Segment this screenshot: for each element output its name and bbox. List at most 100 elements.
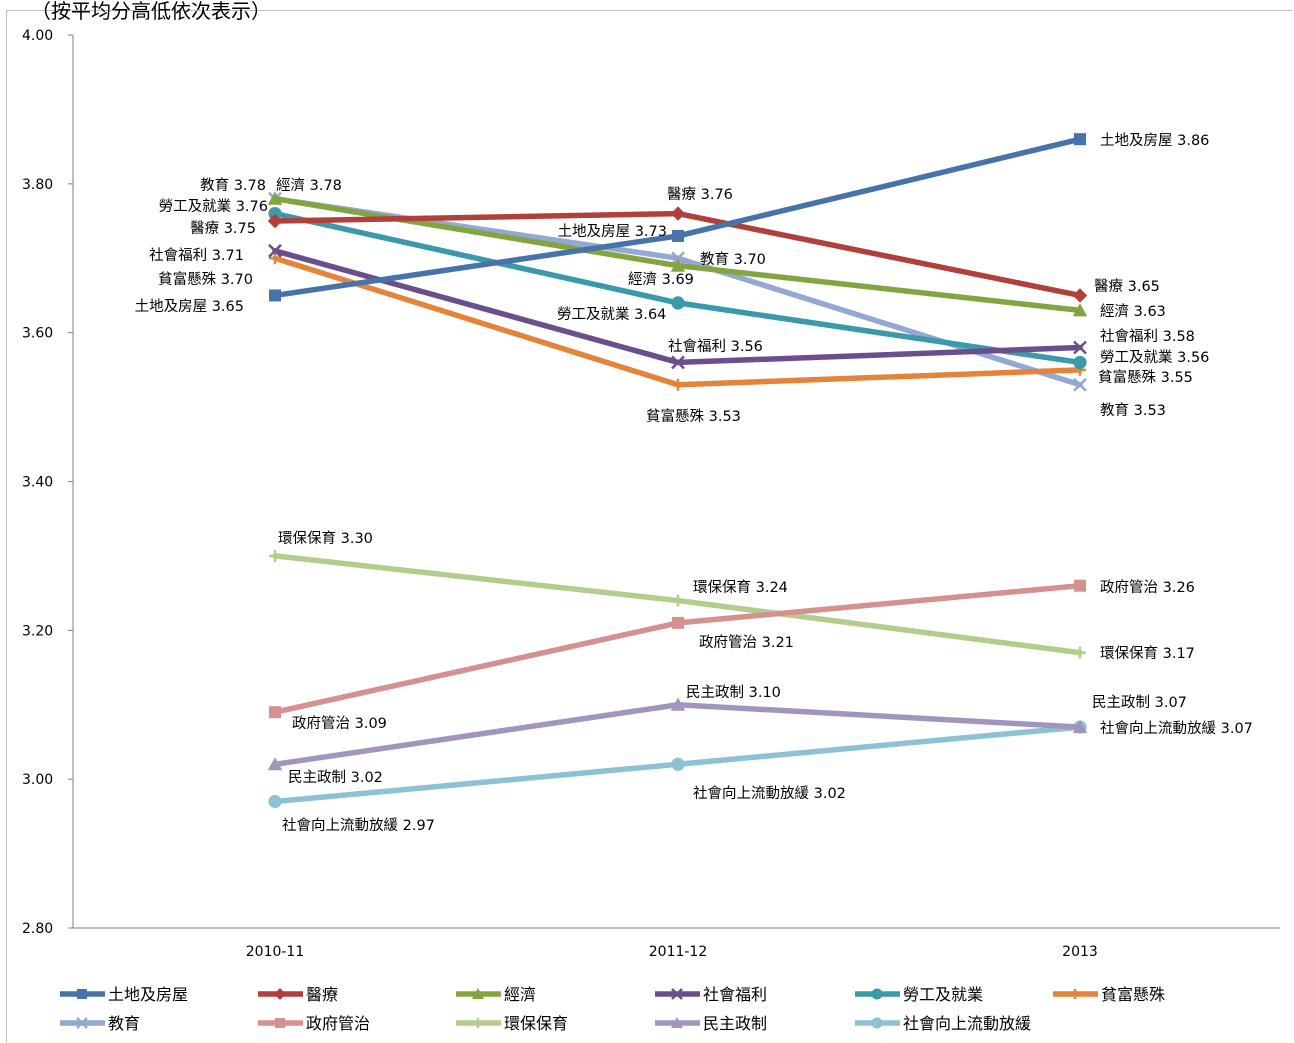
data-point <box>269 706 281 719</box>
data-label: 經濟 3.78 <box>276 177 342 194</box>
marker-triangle <box>1072 719 1088 734</box>
legend-item: 社會向上流動放緩 <box>855 1014 1031 1033</box>
legend-item: 政府管治 <box>258 1014 370 1033</box>
marker-triangle <box>671 1017 683 1028</box>
marker-x-stroke <box>1073 377 1087 392</box>
data-point <box>1073 340 1087 355</box>
legend-item: 土地及房屋 <box>60 985 188 1004</box>
data-label: 環保保育 3.24 <box>693 579 788 596</box>
legend-marker <box>671 988 683 1000</box>
data-label: 土地及房屋 3.65 <box>135 298 244 315</box>
data-label: 教育 3.70 <box>700 251 766 268</box>
legend-label: 環保保育 <box>504 1014 568 1033</box>
marker-circle <box>671 757 685 771</box>
marker-square <box>672 616 684 629</box>
data-point <box>267 191 283 205</box>
data-point <box>1072 719 1088 734</box>
x-tick-label: 2011-12 <box>649 944 708 960</box>
data-label: 貧富懸殊 3.55 <box>1098 368 1193 386</box>
legend-marker <box>871 1017 883 1029</box>
data-label: 社會向上流動放緩 3.07 <box>1100 720 1253 737</box>
marker-triangle <box>267 757 283 771</box>
data-point <box>268 207 282 221</box>
marker-x-stroke <box>268 243 282 258</box>
y-tick-label: 4.00 <box>22 28 53 44</box>
chart-note: （按平均分高低依次表示） <box>31 0 271 23</box>
legend-label: 貧富懸殊 <box>1101 985 1165 1004</box>
data-point <box>671 296 685 310</box>
x-tick-label: 2013 <box>1062 944 1098 960</box>
y-tick-label: 3.80 <box>22 177 53 193</box>
y-tick-label: 3.20 <box>22 623 53 639</box>
chart-frame: （按平均分高低依次表示） <box>6 0 1293 1042</box>
legend-item: 民主政制 <box>655 1014 767 1033</box>
legend-marker <box>871 988 883 1000</box>
marker-diamond <box>267 213 283 229</box>
marker-square <box>269 706 281 719</box>
marker-x-stroke <box>1073 340 1087 355</box>
data-point <box>672 616 684 629</box>
data-label: 民主政制 3.10 <box>686 684 781 701</box>
data-label: 政府管治 3.26 <box>1100 579 1195 596</box>
data-point <box>1074 579 1086 592</box>
data-point <box>268 243 282 258</box>
series-line <box>272 702 1083 768</box>
data-label: 經濟 3.69 <box>628 271 694 288</box>
legend-item: 醫療 <box>258 985 338 1004</box>
legend-marker <box>274 988 286 1000</box>
data-label: 環保保育 3.17 <box>1100 645 1195 662</box>
data-label: 貧富懸殊 3.70 <box>158 270 253 288</box>
marker-square <box>269 289 281 302</box>
data-label: 社會福利 3.56 <box>668 338 763 355</box>
marker-diamond <box>1072 288 1088 303</box>
legend-marker <box>473 1018 483 1028</box>
marker-triangle <box>670 258 686 272</box>
marker-diamond <box>670 206 686 221</box>
marker-triangle <box>1072 303 1088 317</box>
marker-circle <box>268 794 282 809</box>
legend-label: 土地及房屋 <box>108 985 188 1004</box>
data-label: 教育 3.78 <box>200 177 266 194</box>
marker-circle <box>1073 355 1087 370</box>
data-point <box>671 355 685 370</box>
data-point <box>671 757 685 771</box>
marker-square <box>77 989 87 999</box>
data-label: 社會福利 3.58 <box>1100 328 1195 345</box>
data-label: 土地及房屋 3.86 <box>1100 132 1209 149</box>
marker-triangle <box>670 697 686 711</box>
marker-triangle <box>472 988 484 999</box>
marker-circle <box>671 296 685 310</box>
legend-item: 經濟 <box>456 985 536 1004</box>
marker-square <box>1074 579 1086 592</box>
legend-marker <box>77 989 87 999</box>
data-point <box>672 594 684 607</box>
data-point <box>1074 646 1086 659</box>
marker-circle <box>268 207 282 221</box>
marker-square <box>275 1018 285 1028</box>
data-point <box>1072 303 1088 317</box>
data-point <box>269 252 281 265</box>
data-label: 醫療 3.75 <box>190 220 256 237</box>
legend-label: 教育 <box>108 1014 140 1033</box>
data-label: 醫療 3.65 <box>1094 278 1160 295</box>
data-point <box>670 258 686 272</box>
data-point <box>670 697 686 711</box>
data-label: 政府管治 3.21 <box>699 634 794 651</box>
marker-square <box>672 229 684 242</box>
legend-label: 醫療 <box>306 985 338 1004</box>
legend-item: 社會福利 <box>655 985 767 1004</box>
legend-label: 社會向上流動放緩 <box>903 1014 1031 1033</box>
legend-label: 社會福利 <box>703 985 767 1004</box>
data-label: 民主政制 3.07 <box>1092 694 1187 711</box>
legend-marker <box>671 1017 683 1028</box>
data-point <box>267 757 283 771</box>
data-point <box>1072 288 1088 303</box>
legend-marker <box>1070 989 1080 999</box>
y-tick-label: 2.80 <box>22 921 53 937</box>
marker-x-stroke <box>76 1017 88 1029</box>
data-point <box>269 289 281 302</box>
legend-label: 勞工及就業 <box>903 985 983 1004</box>
data-point <box>268 794 282 809</box>
legend-marker <box>275 1018 285 1028</box>
data-label: 民主政制 3.02 <box>288 769 383 786</box>
